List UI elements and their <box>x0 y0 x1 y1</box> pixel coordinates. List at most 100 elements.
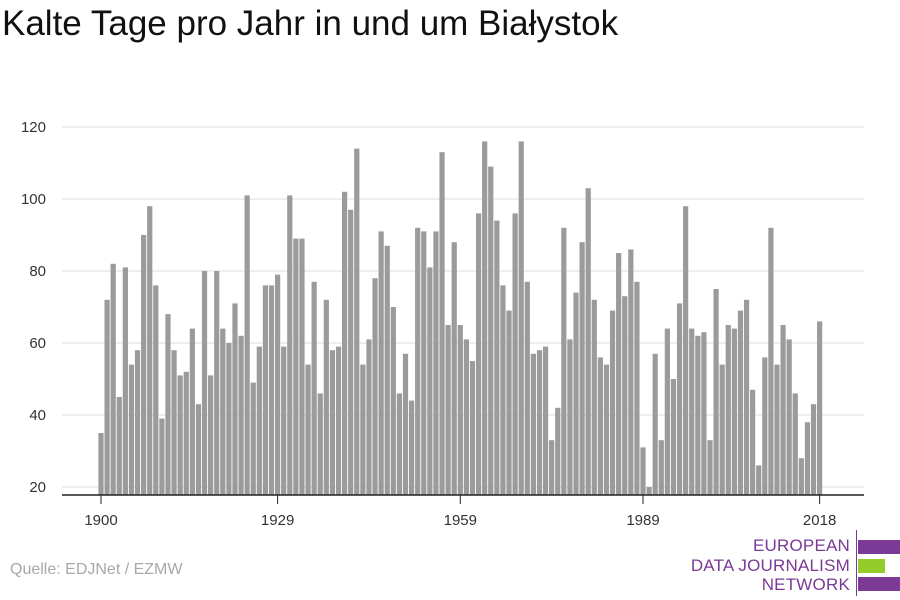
bar-1946 <box>378 231 384 495</box>
logo-bar-3 <box>858 577 900 591</box>
bar-1979 <box>579 242 585 495</box>
source-note: Quelle: EDJNet / EZMW <box>10 561 183 578</box>
x-tick-label: 2018 <box>803 512 836 529</box>
bar-1962 <box>475 213 482 495</box>
y-tick-label: 40 <box>29 407 46 424</box>
bar-2015 <box>798 458 804 495</box>
bar-1975 <box>555 407 561 495</box>
y-axis-labels: 20 40 60 80 100 120 <box>21 119 46 496</box>
bar-1985 <box>616 253 622 495</box>
bar-1965 <box>494 220 500 495</box>
bar-2006 <box>743 299 750 495</box>
bar-1964 <box>488 166 494 495</box>
bar-1914 <box>183 371 189 495</box>
bar-2014 <box>792 393 798 495</box>
y-tick-label: 120 <box>21 119 46 136</box>
bar-2000 <box>707 440 713 495</box>
bar-2009 <box>762 357 768 495</box>
bar-1971 <box>530 353 536 495</box>
bar-1938 <box>329 350 336 495</box>
bar-1919 <box>214 271 220 495</box>
bar-1947 <box>384 245 390 495</box>
x-tick-label: 1959 <box>444 512 477 529</box>
bar-1915 <box>189 328 195 495</box>
bar-1945 <box>372 278 378 495</box>
bar-1912 <box>171 350 177 495</box>
edjnet-logo: EUROPEAN DATA JOURNALISM NETWORK <box>691 530 900 596</box>
bar-1923 <box>238 335 244 495</box>
bar-1927 <box>262 285 269 495</box>
bar-1969 <box>518 141 524 495</box>
bar-1959 <box>457 325 463 495</box>
bar-1984 <box>609 310 616 495</box>
bar-1970 <box>524 281 530 495</box>
bar-1998 <box>695 335 701 495</box>
bar-1996 <box>683 206 689 495</box>
bar-1955 <box>433 231 439 495</box>
bar-1973 <box>542 346 549 495</box>
bar-1920 <box>220 328 226 495</box>
bar-2003 <box>725 325 731 495</box>
bar-1910 <box>159 418 165 495</box>
bar-2012 <box>780 325 786 495</box>
bar-2011 <box>774 364 780 495</box>
bar-1930 <box>281 346 287 495</box>
bar-1978 <box>573 292 579 495</box>
bar-1967 <box>506 310 512 495</box>
bar-1907 <box>141 235 147 495</box>
bar-1932 <box>293 238 299 495</box>
logo-line-3: NETWORK <box>761 575 850 594</box>
bar-1948 <box>390 307 396 495</box>
bar-1982 <box>597 357 603 495</box>
bar-1931 <box>287 195 293 495</box>
bar-2017 <box>810 404 817 495</box>
bar-2018 <box>817 321 823 495</box>
bar-1949 <box>396 393 403 495</box>
bar-1900 <box>98 433 104 495</box>
bar-1922 <box>232 303 238 495</box>
bar-1986 <box>622 296 628 495</box>
bar-1950 <box>402 353 409 495</box>
logo-line-2: DATA JOURNALISM <box>690 556 850 575</box>
bar-1911 <box>165 314 171 495</box>
bar-1999 <box>701 332 707 495</box>
bar-2013 <box>786 339 792 495</box>
bar-1993 <box>664 328 670 495</box>
bar-1926 <box>256 346 262 495</box>
logo-bar-2 <box>858 559 885 573</box>
bar-1976 <box>561 227 567 496</box>
bar-1921 <box>226 343 232 495</box>
bar-1983 <box>603 364 610 495</box>
bar-1942 <box>354 148 360 495</box>
bar-1961 <box>469 361 476 495</box>
bar-1952 <box>415 227 421 496</box>
bar-1980 <box>585 188 591 495</box>
bar-1917 <box>201 271 208 495</box>
bar-1943 <box>360 364 366 495</box>
bar-2016 <box>804 422 811 495</box>
bar-1956 <box>439 152 445 495</box>
bar-1974 <box>549 440 555 495</box>
bar-1935 <box>311 281 317 495</box>
bar-1953 <box>421 231 427 495</box>
bar-2001 <box>713 289 719 495</box>
bar-1988 <box>634 281 640 495</box>
x-tick-label: 1929 <box>261 512 294 529</box>
bar-1909 <box>153 285 159 495</box>
bar-1994 <box>670 379 677 495</box>
bar-1972 <box>536 350 543 495</box>
bar-1902 <box>110 263 116 495</box>
y-tick-label: 60 <box>29 335 46 352</box>
bar-1963 <box>482 141 488 495</box>
bar-1928 <box>268 285 275 495</box>
bar-1916 <box>195 404 202 495</box>
bar-1918 <box>208 375 214 495</box>
bar-1944 <box>366 339 372 495</box>
bar-1913 <box>177 375 183 495</box>
bar-1906 <box>134 350 141 495</box>
bar-2007 <box>750 389 756 495</box>
bar-1977 <box>567 339 573 495</box>
bar-1925 <box>250 382 256 495</box>
bar-1987 <box>628 249 634 495</box>
